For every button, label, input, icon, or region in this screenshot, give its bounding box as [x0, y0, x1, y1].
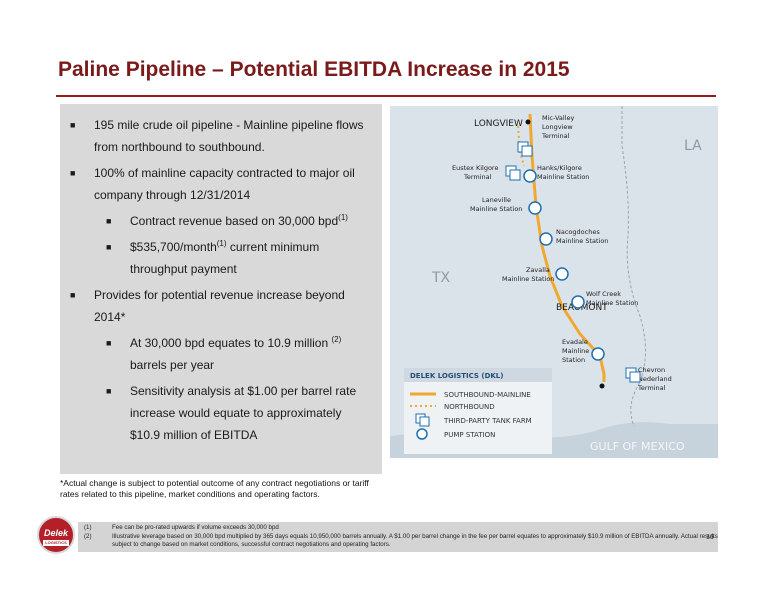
label-chevron-3: Terminal [637, 384, 666, 392]
legend-item-tank-farm: THIRD-PARTY TANK FARM [443, 417, 532, 425]
footnote-text: Illustrative leverage based on 30,000 bp… [112, 533, 718, 548]
bullet-item: ■ 100% of mainline capacity contracted t… [68, 162, 370, 206]
logo-subtext: LOGISTICS [43, 540, 69, 546]
pump-station-evadale [591, 347, 605, 361]
sub-bullet-item: ■ $535,700/month(1) current minimum thro… [106, 236, 370, 280]
sub-bullet-item: ■ Sensitivity analysis at $1.00 per barr… [106, 380, 370, 446]
state-border [621, 106, 647, 427]
delek-logo: Delek LOGISTICS [37, 516, 75, 554]
bullet-item: ■ 195 mile crude oil pipeline - Mainline… [68, 114, 370, 158]
station-labels: Mic-Valley Longview Terminal Eustex Kilg… [452, 114, 672, 392]
gulf-label: GULF OF MEXICO [590, 440, 685, 453]
sub-bullet-text: $535,700/month(1) current minimum throug… [130, 239, 320, 277]
pump-stations [523, 169, 605, 361]
bullet-marker: ■ [106, 338, 112, 348]
state-label-la: LA [684, 138, 702, 154]
label-evadale-1: Evadale [562, 338, 588, 346]
pipeline-map: LA TX GULF OF MEXICO LONGVIEW BEAUMONT M… [390, 106, 718, 458]
page-number: 16 [706, 534, 714, 541]
label-chevron-2: Nederland [638, 375, 672, 383]
legend-item-southbound: SOUTHBOUND-MAINLINE [444, 391, 531, 399]
footnote-2: (2) Illustrative leverage based on 30,00… [84, 533, 722, 549]
label-wolf-creek-1: Wolf Creek [586, 290, 621, 298]
footnote-band [78, 522, 718, 552]
bullet-text: Provides for potential revenue increase … [94, 288, 345, 324]
legend-swatch-tank-farm [419, 416, 430, 427]
label-nacogdoches-2: Mainline Station [556, 237, 608, 245]
label-mic-valley-1: Mic-Valley [542, 114, 574, 122]
bullet-marker: ■ [106, 216, 112, 226]
footnote-number: (1) [84, 524, 92, 531]
bullet-marker: ■ [70, 290, 76, 300]
label-zavalla-2: Mainline Station [502, 275, 554, 283]
bullet-panel: ■ 195 mile crude oil pipeline - Mainline… [60, 104, 382, 474]
city-label-longview: LONGVIEW [474, 119, 523, 129]
pump-station-nacogdoches [539, 232, 553, 246]
legend-title: DELEK LOGISTICS (DKL) [410, 372, 503, 380]
label-evadale-2: Mainline [562, 347, 589, 355]
pump-station-wolf-creek [571, 295, 585, 309]
bullet-text: 195 mile crude oil pipeline - Mainline p… [94, 118, 364, 154]
label-mic-valley-2: Longview [542, 123, 573, 131]
footnote-asterisk: *Actual change is subject to potential o… [60, 478, 369, 499]
tank-farm-icon [629, 371, 641, 383]
label-hanks-1: Hanks/Kilgore [537, 164, 582, 172]
title-rule [56, 95, 716, 97]
legend-item-northbound: NORTHBOUND [444, 403, 495, 411]
label-laneville-1: Laneville [482, 196, 511, 204]
label-eustex-1: Eustex Kilgore [452, 164, 498, 172]
label-mic-valley-3: Terminal [541, 132, 570, 140]
pump-station-laneville [528, 201, 542, 215]
state-label-tx: TX [431, 270, 451, 286]
label-eustex-2: Terminal [463, 173, 492, 181]
legend-swatch-pump-station [416, 428, 428, 440]
tank-farms [505, 141, 641, 383]
map-legend: DELEK LOGISTICS (DKL) SOUTHBOUND-MAINLIN… [404, 368, 552, 454]
label-hanks-2: Mainline Station [537, 173, 589, 181]
logo-text: Delek [43, 528, 69, 538]
label-wolf-creek-2: Mainline Station [586, 299, 638, 307]
city-dot-longview [525, 119, 531, 125]
label-chevron-1: Chevron [638, 366, 665, 374]
city-dot-beaumont [599, 383, 605, 389]
legend-header [404, 368, 552, 382]
pump-station-hanks [523, 169, 537, 183]
label-evadale-3: Station [562, 356, 585, 364]
sub-bullet-text: Sensitivity analysis at $1.00 per barrel… [130, 384, 357, 442]
footnote-text: Fee can be pro-rated upwards if volume e… [112, 524, 279, 531]
footnote-number: (2) [84, 533, 92, 540]
bullet-text: 100% of mainline capacity contracted to … [94, 166, 355, 202]
sub-bullet-text: At 30,000 bpd equates to 10.9 million (2… [130, 335, 342, 373]
footnote-1: (1) Fee can be pro-rated upwards if volu… [84, 524, 722, 532]
sub-bullet-item: ■ At 30,000 bpd equates to 10.9 million … [106, 332, 370, 376]
legend-box [404, 368, 552, 454]
page-title: Paline Pipeline – Potential EBITDA Incre… [58, 58, 570, 81]
city-label-beaumont: BEAUMONT [556, 303, 608, 313]
label-laneville-2: Mainline Station [470, 205, 522, 213]
tank-farm-icon [521, 145, 533, 157]
label-nacogdoches-1: Nacogdoches [556, 228, 600, 236]
sub-bullet-text: Contract revenue based on 30,000 bpd(1) [130, 213, 348, 229]
bullet-marker: ■ [70, 120, 76, 130]
sub-bullet-item: ■ Contract revenue based on 30,000 bpd(1… [106, 210, 370, 232]
bullet-marker: ■ [70, 168, 76, 178]
label-zavalla-1: Zavalla [526, 266, 550, 274]
tank-farm-icon [509, 169, 521, 181]
legend-item-pump-station: PUMP STATION [444, 431, 495, 439]
pump-station-zavalla [555, 267, 569, 281]
bullet-marker: ■ [106, 386, 112, 396]
bullet-marker: ■ [106, 242, 112, 252]
bullet-item: ■ Provides for potential revenue increas… [68, 284, 370, 328]
